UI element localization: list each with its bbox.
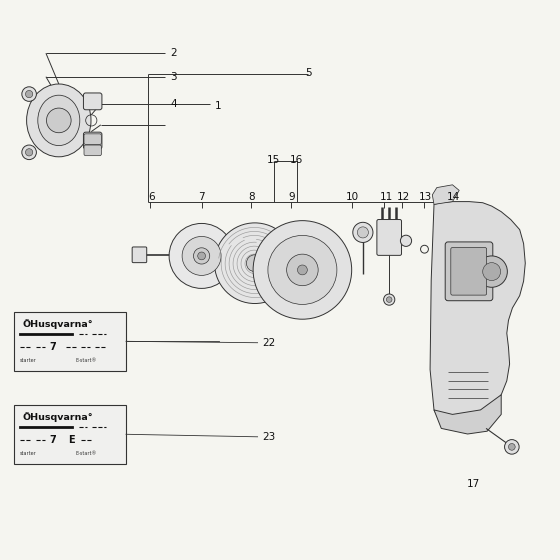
Circle shape: [46, 108, 71, 133]
Text: 17: 17: [466, 479, 480, 489]
Circle shape: [277, 251, 339, 313]
Text: starter: starter: [20, 451, 36, 456]
Circle shape: [291, 265, 325, 300]
Circle shape: [182, 236, 221, 276]
Circle shape: [194, 248, 209, 264]
Text: 6: 6: [148, 192, 155, 202]
Text: 16: 16: [290, 155, 304, 165]
Text: E-start®: E-start®: [76, 451, 97, 456]
Text: 10: 10: [346, 192, 360, 202]
Circle shape: [386, 297, 392, 302]
Ellipse shape: [26, 84, 91, 157]
Text: 11: 11: [380, 192, 393, 202]
Text: starter: starter: [20, 358, 36, 363]
Text: 1: 1: [215, 101, 222, 111]
FancyBboxPatch shape: [84, 145, 101, 156]
Circle shape: [508, 444, 515, 450]
Circle shape: [22, 87, 36, 101]
Bar: [14, 312, 126, 371]
Text: 22: 22: [262, 338, 276, 348]
Circle shape: [297, 265, 307, 275]
FancyBboxPatch shape: [132, 247, 147, 263]
Circle shape: [483, 263, 501, 281]
Polygon shape: [430, 202, 525, 428]
Text: 23: 23: [262, 432, 276, 442]
Text: E: E: [68, 435, 74, 445]
Circle shape: [353, 222, 373, 242]
Circle shape: [25, 91, 32, 98]
Circle shape: [505, 440, 519, 454]
FancyBboxPatch shape: [83, 132, 102, 149]
Circle shape: [169, 223, 234, 288]
FancyBboxPatch shape: [451, 248, 487, 295]
Ellipse shape: [38, 95, 80, 146]
Text: ÖHusqvarna°: ÖHusqvarna°: [23, 319, 94, 329]
Text: 2: 2: [170, 48, 177, 58]
Bar: [14, 405, 126, 464]
FancyBboxPatch shape: [83, 93, 102, 110]
Text: 4: 4: [170, 99, 177, 109]
Text: E-start®: E-start®: [76, 358, 97, 363]
Circle shape: [253, 221, 352, 319]
Text: 8: 8: [249, 192, 255, 202]
Circle shape: [384, 294, 395, 305]
Circle shape: [476, 256, 507, 287]
Circle shape: [287, 254, 318, 286]
Text: 7: 7: [198, 192, 205, 202]
Text: 7: 7: [50, 435, 57, 445]
Circle shape: [198, 252, 206, 260]
Circle shape: [214, 223, 295, 304]
Text: 14: 14: [447, 192, 460, 202]
Circle shape: [357, 227, 368, 238]
Text: 7: 7: [50, 342, 57, 352]
Text: ÖHusqvarna°: ÖHusqvarna°: [23, 412, 94, 422]
Text: 13: 13: [419, 192, 432, 202]
FancyBboxPatch shape: [377, 220, 402, 255]
Text: 3: 3: [170, 72, 177, 82]
Text: 12: 12: [396, 192, 410, 202]
FancyBboxPatch shape: [445, 242, 493, 301]
FancyBboxPatch shape: [84, 134, 101, 144]
Circle shape: [246, 255, 263, 272]
Text: 9: 9: [288, 192, 295, 202]
Polygon shape: [432, 185, 459, 204]
Text: 15: 15: [267, 155, 280, 165]
Circle shape: [268, 235, 337, 305]
Polygon shape: [434, 395, 501, 434]
Circle shape: [22, 145, 36, 160]
Circle shape: [400, 235, 412, 246]
Circle shape: [25, 149, 32, 156]
Text: 5: 5: [305, 68, 311, 78]
